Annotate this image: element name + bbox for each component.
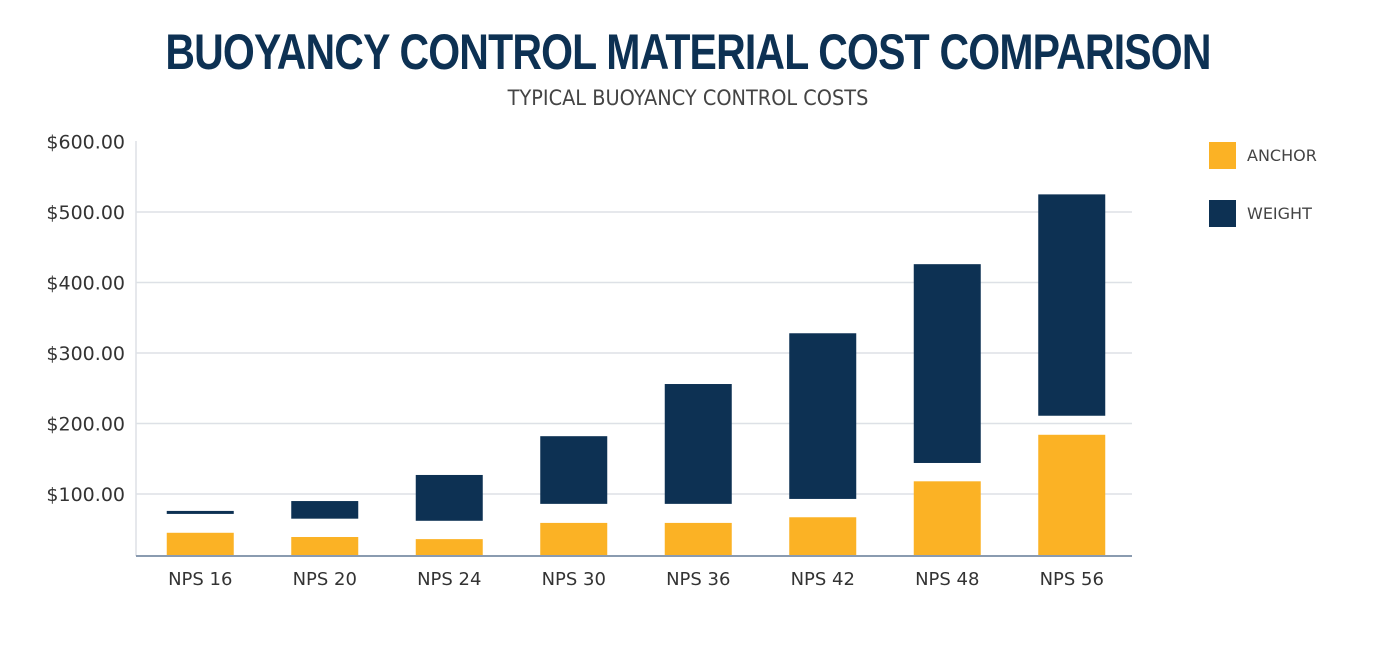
anchor-bar xyxy=(1038,434,1106,556)
y-tick-label: $100.00 xyxy=(46,484,125,506)
weight-bar xyxy=(913,264,981,463)
x-tick-label: NPS 20 xyxy=(293,569,357,590)
legend: ANCHOR WEIGHT xyxy=(1209,141,1317,257)
legend-label-anchor: ANCHOR xyxy=(1247,145,1317,165)
x-tick-label: NPS 24 xyxy=(417,569,481,590)
legend-swatch-anchor xyxy=(1209,141,1236,169)
weight-bar xyxy=(166,510,234,514)
anchor-bar xyxy=(540,522,608,556)
weight-bar xyxy=(540,436,608,504)
y-axis-ticks: $100.00 $200.00 $300.00 $400.00 $500.00 $600.… xyxy=(46,132,125,507)
legend-label-weight: WEIGHT xyxy=(1247,203,1312,223)
gridlines xyxy=(136,211,1132,495)
anchor-bar xyxy=(166,532,234,556)
anchor-bar xyxy=(789,517,857,556)
y-tick-label: $200.00 xyxy=(46,414,125,436)
x-tick-label: NPS 56 xyxy=(1040,569,1104,590)
y-tick-label: $500.00 xyxy=(46,202,125,224)
legend-item-anchor: ANCHOR xyxy=(1209,141,1317,169)
bars xyxy=(166,194,1106,556)
anchor-bar xyxy=(415,539,483,556)
weight-bar xyxy=(415,474,483,521)
anchor-bar xyxy=(913,481,981,556)
weight-bar xyxy=(789,333,857,499)
x-tick-label: NPS 42 xyxy=(791,569,855,590)
y-tick-label: $300.00 xyxy=(46,343,125,365)
weight-bar xyxy=(664,384,732,504)
legend-swatch-weight xyxy=(1209,199,1236,227)
y-tick-label: $400.00 xyxy=(46,273,125,295)
anchor-bar xyxy=(664,522,732,556)
chart-title: BUOYANCY CONTROL MATERIAL COST COMPARISO… xyxy=(165,24,1211,80)
y-tick-label: $600.00 xyxy=(46,132,125,154)
chart-subtitle: TYPICAL BUOYANCY CONTROL COSTS xyxy=(507,86,869,110)
weight-bar xyxy=(291,501,359,519)
x-tick-label: NPS 30 xyxy=(542,569,606,590)
x-tick-label: NPS 16 xyxy=(168,569,232,590)
x-axis-ticks: NPS 16 NPS 20 NPS 24 NPS 30 NPS 36 NPS 42 NPS … xyxy=(168,569,1104,590)
anchor-bar xyxy=(291,537,359,556)
weight-bar xyxy=(1038,194,1106,416)
x-tick-label: NPS 36 xyxy=(666,569,730,590)
legend-item-weight: WEIGHT xyxy=(1209,199,1317,227)
x-tick-label: NPS 48 xyxy=(915,569,979,590)
